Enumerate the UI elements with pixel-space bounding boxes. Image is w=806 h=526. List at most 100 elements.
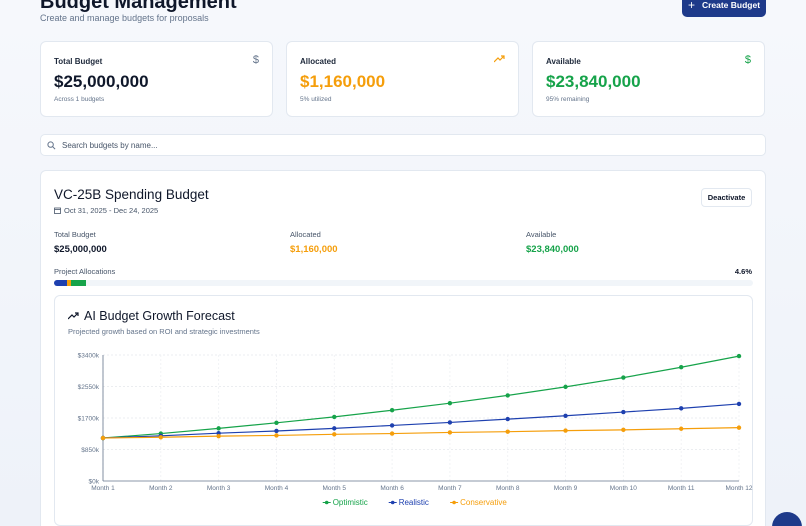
total-budget-card: Total Budget $25,000,000 Across 1 budget… xyxy=(40,41,273,117)
data-point xyxy=(505,416,510,422)
calendar-icon xyxy=(54,207,61,214)
x-tick-label: Month 12 xyxy=(725,485,752,492)
data-point xyxy=(736,353,742,359)
data-point xyxy=(447,430,453,435)
x-tick-label: Month 7 xyxy=(438,485,462,492)
data-point xyxy=(389,408,395,413)
stat-label: Available xyxy=(546,57,581,66)
data-point xyxy=(158,435,164,440)
budget-dates: Oct 31, 2025 - Dec 24, 2025 xyxy=(54,206,158,215)
allocation-label: Project Allocations xyxy=(54,267,116,276)
budget-available-value: $23,840,000 xyxy=(526,244,579,255)
stat-value: $25,000,000 xyxy=(54,72,149,91)
allocation-segment xyxy=(70,280,87,286)
data-point xyxy=(563,428,568,433)
trending-up-icon xyxy=(493,54,505,66)
data-point xyxy=(678,365,684,370)
data-point xyxy=(563,384,568,390)
page-subtitle: Create and manage budgets for proposals xyxy=(40,13,209,23)
data-point xyxy=(736,401,742,407)
allocated-card: Allocated $1,160,000 5% utilized xyxy=(286,41,519,117)
data-point xyxy=(447,400,453,406)
allocation-percent: 4.6% xyxy=(734,267,752,276)
x-tick-label: Month 5 xyxy=(323,485,347,492)
deactivate-button[interactable]: Deactivate xyxy=(701,188,752,207)
plus-icon: + xyxy=(687,0,695,12)
stat-value: $1,160,000 xyxy=(300,72,386,91)
series-line-conservative xyxy=(102,427,740,439)
x-tick-label: Month 2 xyxy=(149,485,173,492)
available-card: Available $23,840,000 95% remaining $ xyxy=(532,41,765,117)
data-point xyxy=(621,409,626,415)
forecast-subtitle: Projected growth based on ROI and strate… xyxy=(68,327,260,336)
data-point xyxy=(332,426,337,431)
budget-allocated: Allocated $1,160,000 xyxy=(290,230,338,255)
x-tick-label: Month 8 xyxy=(496,485,520,492)
x-tick-label: Month 1 xyxy=(91,485,115,492)
data-point xyxy=(100,435,106,441)
allocation-segment xyxy=(66,280,71,286)
data-point xyxy=(678,406,684,411)
data-point xyxy=(736,425,742,430)
create-budget-button[interactable]: + Create Budget xyxy=(682,0,766,17)
forecast-line-chart: $0k $850k $1700k $2550k $3400k Month 1 Month 2… xyxy=(78,353,753,508)
data-point xyxy=(621,375,626,380)
data-point xyxy=(389,431,395,436)
x-tick-label: Month 6 xyxy=(380,485,404,492)
stat-sub: Across 1 budgets xyxy=(54,96,105,103)
help-fab-button[interactable] xyxy=(772,512,802,526)
budget-total-value: $25,000,000 xyxy=(54,244,107,255)
y-tick-label: $1700k xyxy=(78,416,100,423)
series-line-realistic xyxy=(102,403,740,439)
stat-sub: 5% utilized xyxy=(300,96,332,103)
budget-title: VC-25B Spending Budget xyxy=(54,187,209,202)
data-point xyxy=(216,426,221,431)
budget-available: Available $23,840,000 xyxy=(526,230,579,255)
data-point xyxy=(505,393,510,398)
y-tick-label: $850k xyxy=(81,447,99,454)
budget-available-label: Available xyxy=(526,230,557,239)
budget-total-label: Total Budget xyxy=(54,230,96,239)
dollar-icon: $ xyxy=(744,54,751,66)
search-icon xyxy=(47,140,56,149)
budget-card: VC-25B Spending Budget Oct 31, 2025 - De… xyxy=(40,170,766,526)
x-tick-label: Month 11 xyxy=(668,485,695,492)
x-tick-label: Month 9 xyxy=(554,485,578,492)
data-point xyxy=(389,423,395,428)
budget-allocated-label: Allocated xyxy=(290,230,321,239)
legend-marker xyxy=(452,500,456,505)
legend-marker xyxy=(324,500,329,505)
page-header: Budget Management Create and manage budg… xyxy=(40,0,766,32)
data-point xyxy=(274,428,279,434)
y-tick-label: $0k xyxy=(89,479,100,486)
x-tick-label: Month 4 xyxy=(265,485,289,492)
data-point xyxy=(678,426,684,431)
data-point xyxy=(274,420,279,426)
budget-total: Total Budget $25,000,000 xyxy=(54,230,107,255)
stat-sub: 95% remaining xyxy=(546,96,590,103)
page-title: Budget Management xyxy=(40,0,237,13)
allocation-progress-bar xyxy=(54,280,753,286)
budget-allocated-value: $1,160,000 xyxy=(290,244,338,255)
legend-label: Conservative xyxy=(460,498,507,507)
trending-up-icon xyxy=(68,312,79,320)
data-point xyxy=(621,427,626,433)
stat-label: Allocated xyxy=(300,57,337,66)
legend-label: Optimistic xyxy=(333,498,368,507)
y-tick-label: $2550k xyxy=(78,384,100,391)
data-point xyxy=(563,413,568,418)
forecast-card: AI Budget Growth Forecast Projected grow… xyxy=(54,295,753,526)
data-point xyxy=(505,429,510,434)
data-point xyxy=(216,433,221,439)
create-budget-label: Create Budget xyxy=(701,0,761,10)
forecast-title: AI Budget Growth Forecast xyxy=(68,309,235,323)
data-point xyxy=(332,432,337,437)
data-point xyxy=(274,433,279,438)
data-point xyxy=(447,420,453,425)
stat-label: Total Budget xyxy=(54,57,103,66)
x-tick-label: Month 3 xyxy=(207,485,231,492)
y-tick-label: $3400k xyxy=(78,353,100,360)
legend-marker xyxy=(390,500,395,505)
stat-value: $23,840,000 xyxy=(546,72,641,91)
search-input[interactable] xyxy=(62,140,742,150)
